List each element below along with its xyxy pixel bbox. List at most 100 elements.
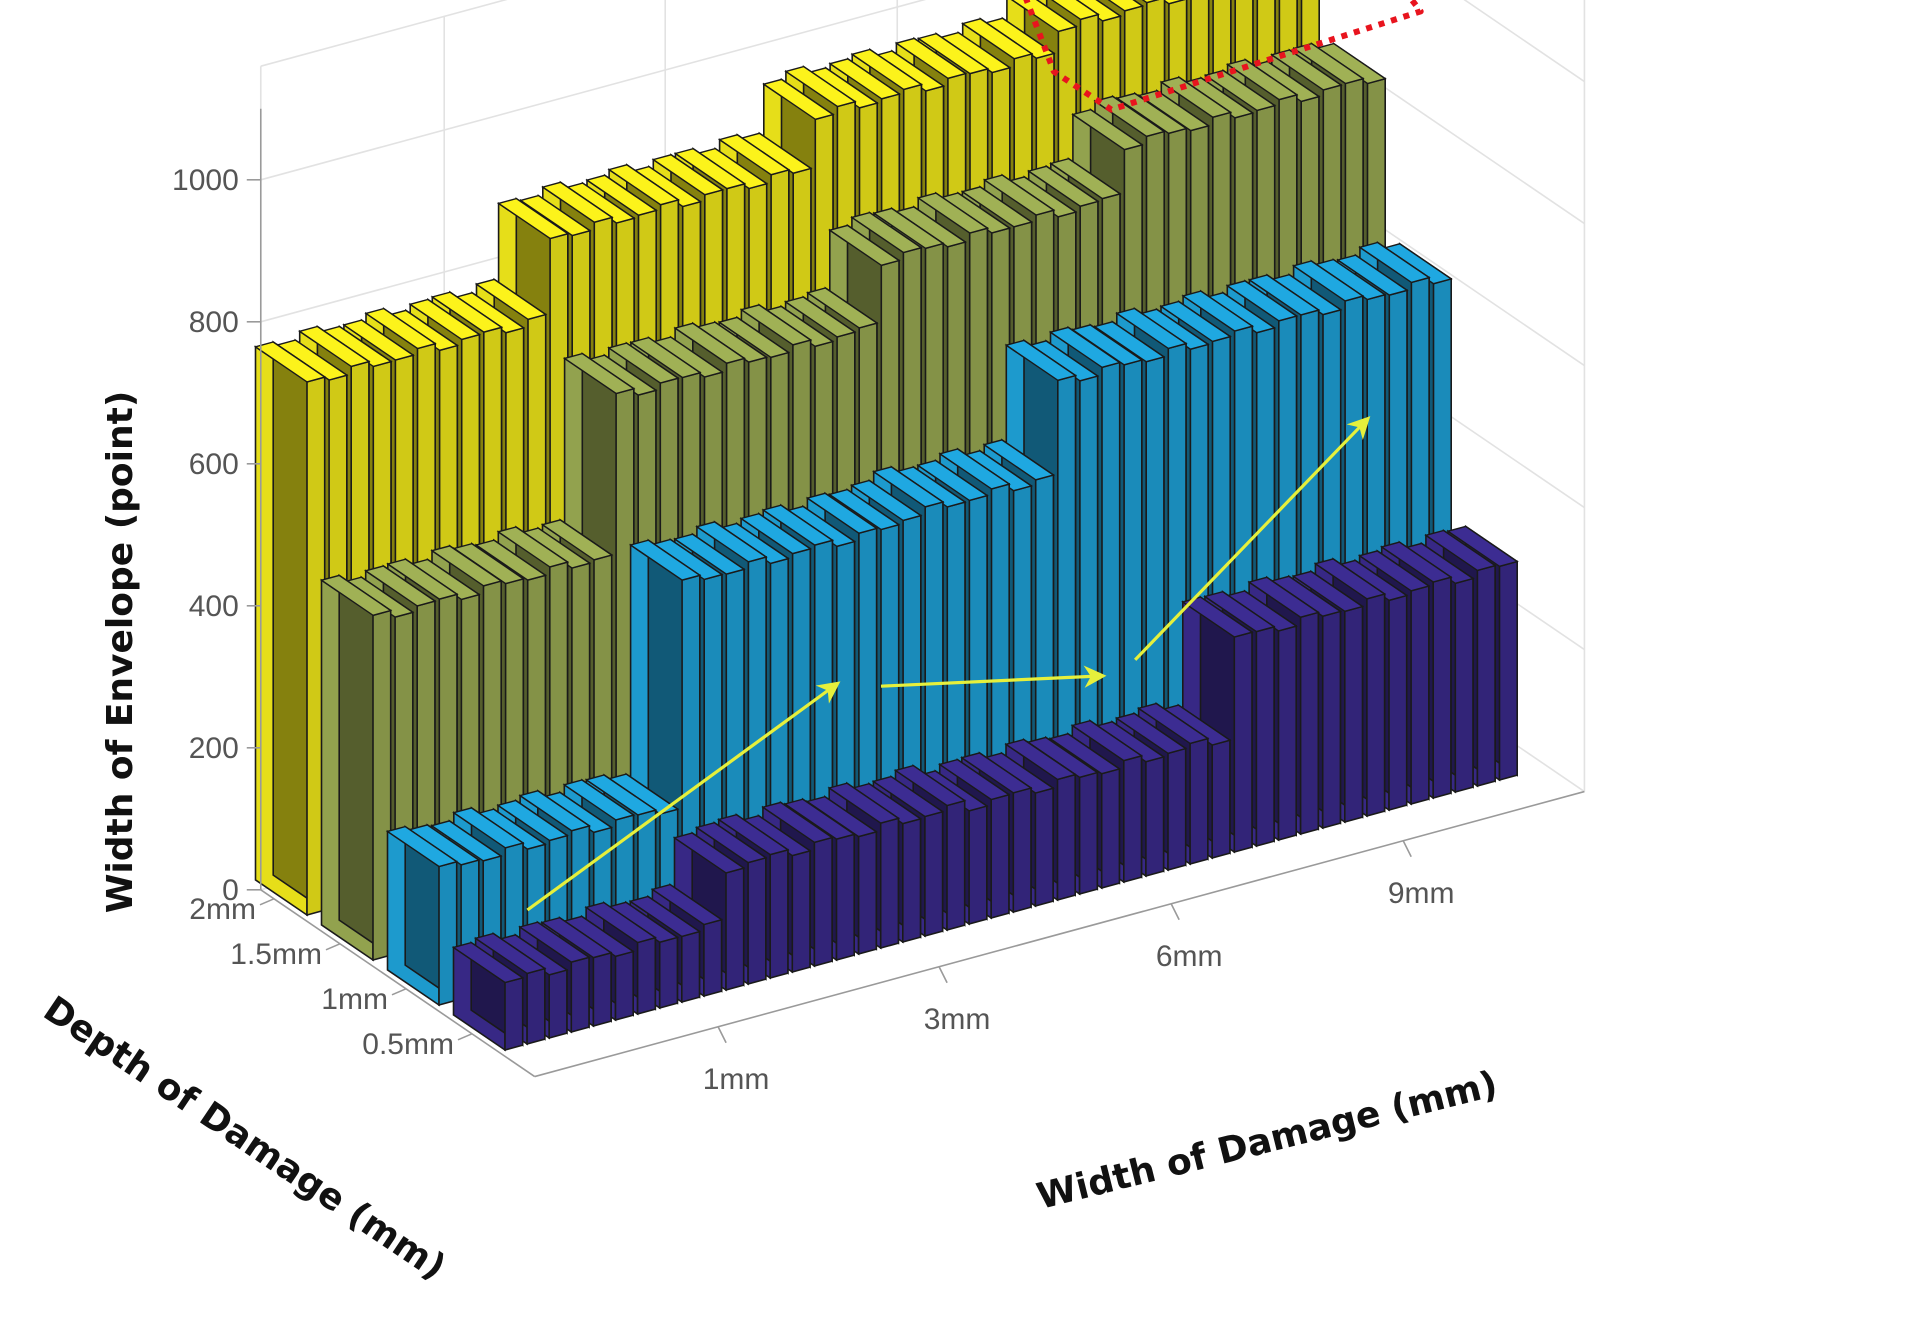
bar-top-face xyxy=(1027,165,1100,207)
bar-top-face xyxy=(651,154,725,196)
bar-top-face xyxy=(1159,76,1233,118)
bar-top-face xyxy=(673,322,746,364)
bar-front-face xyxy=(1145,755,1165,878)
bar-top-face xyxy=(872,207,945,250)
bar-top-face xyxy=(717,134,791,176)
bar-top-face xyxy=(1162,0,1186,5)
bar-top-face xyxy=(827,782,901,824)
z-tick-label: 600 xyxy=(189,448,239,481)
bar-top-face xyxy=(806,287,879,329)
bar-top-face xyxy=(739,512,812,555)
bar-front-face xyxy=(990,793,1010,920)
bar-front-face xyxy=(1189,737,1209,866)
depth-tick-label: 2mm xyxy=(189,893,256,926)
bar-front-face xyxy=(1344,605,1364,824)
bar-top-face xyxy=(1049,157,1122,200)
bar-front-face xyxy=(968,804,988,926)
bar-top-face xyxy=(871,775,945,818)
bar-top-face xyxy=(673,533,746,575)
x-tick-label: 9mm xyxy=(1388,877,1455,910)
z-tick-label: 1000 xyxy=(172,164,239,197)
bar-top-face xyxy=(319,574,393,617)
bar-top-face xyxy=(1336,254,1409,296)
bar-top-face xyxy=(695,521,768,563)
bar-front-face xyxy=(1255,625,1275,848)
bar-front-face xyxy=(1012,786,1032,914)
x-tick xyxy=(1402,840,1412,858)
bar-top-face xyxy=(364,565,437,607)
bar-front-face xyxy=(924,810,944,938)
bar-front-face xyxy=(1167,747,1187,872)
bar-top-face xyxy=(496,799,569,842)
bar-top-face xyxy=(342,319,415,361)
bar-top-face xyxy=(1159,300,1232,343)
bar-front-face xyxy=(1498,560,1518,782)
y-axis-title: Width of Envelope (point) xyxy=(100,391,141,914)
x-tick-label: 3mm xyxy=(924,1003,991,1036)
bar-front-face xyxy=(725,867,745,992)
bar-front-face xyxy=(614,950,635,1022)
bar-top-face xyxy=(960,186,1034,228)
bar-top-face xyxy=(761,504,835,546)
bar-front-face xyxy=(1454,577,1474,794)
bar-top-face xyxy=(474,278,548,321)
bar-top-face xyxy=(783,296,857,338)
bar-top-face xyxy=(1004,339,1078,382)
bar-top-face xyxy=(783,798,856,840)
bar-front-face xyxy=(1299,611,1320,836)
depth-tick-label: 1mm xyxy=(321,983,388,1016)
bar-top-face xyxy=(1093,95,1166,138)
bar-top-face xyxy=(1247,274,1321,316)
x-axis-title: Width of Damage (mm) xyxy=(1033,1064,1502,1218)
bar-top-face xyxy=(784,65,857,108)
bar-top-face xyxy=(828,224,901,267)
bar-top-face xyxy=(1270,49,1343,91)
bar-top-face xyxy=(1136,702,1210,745)
bar-top-face xyxy=(893,764,967,807)
bar-top-face xyxy=(916,459,989,502)
bar-front-face xyxy=(1233,631,1253,854)
bar-top-face xyxy=(452,807,525,849)
bar-2mm-1 xyxy=(253,340,327,917)
bar-front-face xyxy=(504,976,524,1052)
bar-top-face xyxy=(960,752,1033,794)
bar-top-face xyxy=(872,466,945,508)
depth-tick xyxy=(391,988,407,996)
grid-line-z xyxy=(260,0,927,181)
bar-top-face xyxy=(629,336,702,379)
bar-top-face xyxy=(672,832,746,874)
bar-top-face xyxy=(1446,525,1519,568)
bar-front-face xyxy=(1388,594,1408,812)
bar-front-face xyxy=(1321,610,1342,830)
depth-tick-label: 0.5mm xyxy=(362,1028,454,1061)
bar-top-face xyxy=(739,304,813,346)
bar-front-face xyxy=(1056,773,1076,902)
bar-top-face xyxy=(473,932,547,975)
bar-top-face xyxy=(1357,550,1431,592)
bar-top-face xyxy=(451,941,525,984)
bar-top-face xyxy=(938,758,1011,801)
bar-front-face xyxy=(791,849,811,974)
bar-top-face xyxy=(762,78,835,121)
trend-arrow xyxy=(880,665,1107,688)
bar-top-face xyxy=(518,790,591,832)
bar-top-face xyxy=(385,825,459,868)
bar-front-face xyxy=(680,930,701,1004)
bar-top-face xyxy=(761,801,834,844)
bar-top-face xyxy=(850,48,924,91)
bar-top-face xyxy=(1114,712,1188,755)
bar-top-face xyxy=(298,325,371,368)
highlight-box xyxy=(1023,0,1424,113)
bar-top-face xyxy=(430,820,503,862)
bar-front-face xyxy=(1078,771,1099,896)
bar-top-face xyxy=(961,18,1034,60)
bar-top-face xyxy=(1247,576,1320,618)
z-tick-label: 400 xyxy=(189,590,239,623)
bar-top-face xyxy=(1181,596,1254,638)
x-tick-label: 6mm xyxy=(1156,940,1223,973)
bar-top-face xyxy=(894,37,968,80)
bar-front-face xyxy=(526,967,546,1046)
bar-top-face xyxy=(828,58,901,100)
bar-top-face xyxy=(408,298,482,341)
